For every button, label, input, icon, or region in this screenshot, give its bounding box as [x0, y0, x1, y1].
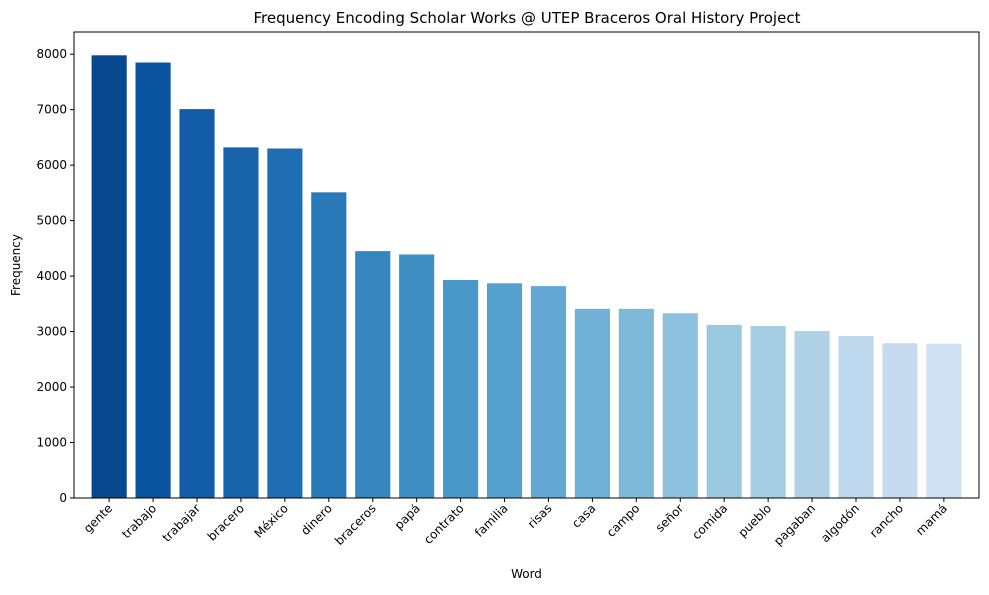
bar-1: [135, 62, 171, 499]
x-tick-label: familia: [472, 501, 511, 540]
x-tick-label: mamá: [913, 501, 950, 538]
y-tick-label: 2000: [36, 380, 67, 394]
x-tick-label: casa: [569, 501, 598, 530]
x-tick-label: señor: [653, 501, 687, 535]
y-tick-label: 5000: [36, 214, 67, 228]
y-tick-label: 0: [59, 491, 67, 505]
y-tick-label: 8000: [36, 47, 67, 61]
x-tick-label: trabajar: [160, 501, 204, 545]
x-tick-label: bracero: [205, 501, 247, 543]
bar-6: [355, 251, 391, 498]
x-tick-label: campo: [604, 501, 643, 540]
y-axis-ticks: 0 1000 2000 3000 4000 5000 6000 7000 8000: [36, 47, 74, 505]
bar-9: [486, 283, 523, 498]
bar-12: [618, 308, 654, 498]
x-tick-label: contrato: [421, 501, 467, 547]
x-tick-label: gente: [81, 501, 115, 535]
y-tick-label: 1000: [36, 436, 67, 450]
x-tick-label: México: [251, 501, 291, 541]
bar-14: [706, 324, 742, 498]
bar-8: [443, 279, 479, 498]
bar-7: [399, 254, 435, 498]
x-tick-label: pagaban: [771, 501, 818, 548]
y-tick-label: 6000: [36, 158, 67, 172]
bar-10: [530, 286, 567, 498]
y-tick-label: 3000: [36, 325, 67, 339]
x-tick-label: rancho: [867, 501, 906, 540]
bar-2: [179, 109, 215, 498]
y-tick-label: 7000: [36, 103, 67, 117]
plot-frame: [73, 31, 980, 499]
x-axis-label: Word: [511, 567, 542, 581]
bar-4: [267, 148, 303, 498]
bar-0: [91, 55, 127, 499]
bars: [91, 55, 962, 499]
y-tick-label: 4000: [36, 269, 67, 283]
x-tick-label: trabajo: [119, 501, 159, 541]
x-tick-label: papá: [392, 501, 423, 532]
bar-17: [838, 336, 874, 498]
bar-16: [794, 331, 830, 498]
chart-title: Frequency Encoding Scholar Works @ UTEP …: [254, 9, 801, 27]
x-tick-label: pueblo: [735, 501, 774, 540]
bar-18: [882, 343, 918, 498]
x-tick-label: braceros: [332, 501, 379, 548]
bar-15: [750, 326, 786, 498]
y-axis-label: Frequency: [9, 234, 23, 296]
bar-11: [574, 308, 610, 498]
bar-13: [662, 313, 698, 498]
x-tick-label: algodón: [818, 501, 862, 545]
bar-3: [223, 147, 259, 498]
x-tick-label: comida: [689, 501, 730, 542]
x-tick-label: risas: [525, 501, 555, 531]
bar-19: [926, 343, 962, 498]
x-tick-label: dinero: [298, 501, 335, 538]
x-axis-ticks: gente trabajo trabajar bracero México dinerob…: [81, 498, 950, 548]
bar-5: [311, 192, 347, 499]
